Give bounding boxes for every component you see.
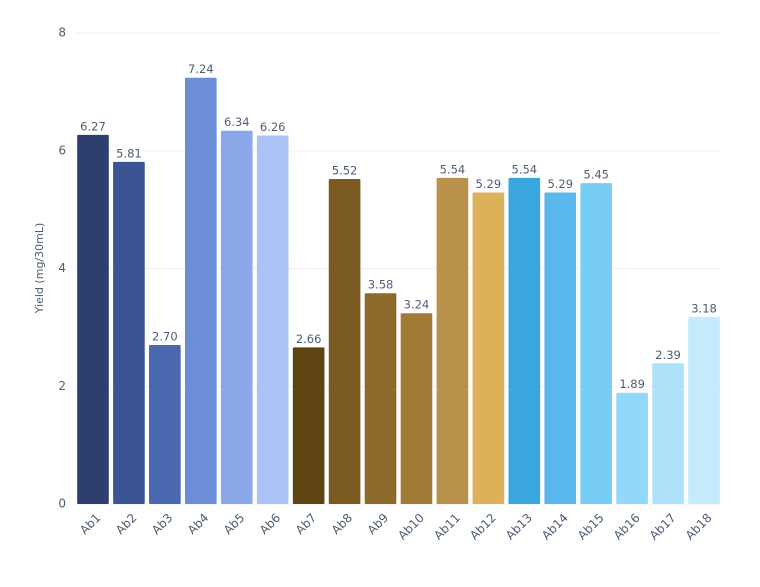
x-tick-label: Ab15 bbox=[575, 511, 607, 543]
bar bbox=[220, 130, 253, 505]
value-label: 3.24 bbox=[404, 298, 430, 312]
y-tick-label: 8 bbox=[58, 26, 66, 40]
bar bbox=[113, 161, 145, 504]
bar bbox=[472, 192, 505, 504]
y-tick-label: 0 bbox=[58, 497, 66, 511]
bar bbox=[508, 177, 541, 504]
value-label: 6.26 bbox=[260, 120, 286, 134]
x-tick-label: Ab10 bbox=[395, 511, 427, 543]
x-tick-label: Ab2 bbox=[113, 511, 139, 537]
y-tick-label: 4 bbox=[58, 261, 66, 275]
value-label: 5.81 bbox=[116, 146, 142, 160]
y-tick-label: 6 bbox=[58, 143, 66, 157]
x-tick-label: Ab6 bbox=[257, 511, 283, 537]
bar bbox=[580, 183, 613, 504]
value-label: 5.45 bbox=[583, 168, 609, 182]
value-label: 5.54 bbox=[512, 162, 538, 176]
x-tick-label: Ab14 bbox=[539, 511, 571, 543]
value-label: 3.18 bbox=[691, 301, 717, 315]
value-label: 7.24 bbox=[188, 62, 214, 76]
x-tick-label: Ab1 bbox=[77, 511, 103, 537]
y-axis-label: Yield (mg/30mL) bbox=[33, 223, 46, 315]
bar bbox=[292, 347, 325, 504]
value-label: 2.39 bbox=[655, 348, 681, 362]
bar bbox=[436, 177, 469, 504]
bar bbox=[364, 293, 397, 504]
y-tick-label: 2 bbox=[58, 379, 66, 393]
value-label: 5.29 bbox=[547, 177, 573, 191]
value-label: 2.66 bbox=[296, 332, 322, 346]
x-tick-label: Ab5 bbox=[221, 511, 247, 537]
x-tick-label: Ab13 bbox=[503, 511, 535, 543]
value-label: 5.52 bbox=[332, 164, 358, 178]
bar bbox=[328, 179, 361, 504]
x-tick-label: Ab4 bbox=[185, 511, 211, 537]
bar bbox=[544, 192, 577, 504]
x-tick-label: Ab11 bbox=[431, 511, 463, 543]
bar bbox=[688, 316, 720, 504]
x-tick-label: Ab3 bbox=[149, 511, 175, 537]
value-label: 5.54 bbox=[440, 162, 466, 176]
x-tick-label: Ab9 bbox=[365, 511, 391, 537]
bar bbox=[256, 135, 289, 504]
x-tick-label: Ab7 bbox=[293, 511, 319, 537]
x-tick-label: Ab8 bbox=[329, 511, 355, 537]
value-label: 5.29 bbox=[476, 177, 502, 191]
x-tick-label: Ab16 bbox=[611, 511, 643, 543]
x-tick-label: Ab17 bbox=[647, 511, 679, 543]
x-tick-label: Ab12 bbox=[467, 511, 499, 543]
value-label: 3.58 bbox=[368, 278, 394, 292]
bar bbox=[77, 134, 109, 504]
bar bbox=[184, 77, 217, 505]
value-label: 6.34 bbox=[224, 115, 250, 129]
bar bbox=[149, 345, 181, 504]
x-tick-label: Ab18 bbox=[683, 511, 715, 543]
bar bbox=[400, 313, 433, 504]
value-label: 2.70 bbox=[152, 330, 178, 344]
bar bbox=[652, 363, 684, 504]
value-label: 1.89 bbox=[619, 377, 645, 391]
value-label: 6.27 bbox=[80, 119, 106, 133]
bar bbox=[616, 392, 648, 504]
